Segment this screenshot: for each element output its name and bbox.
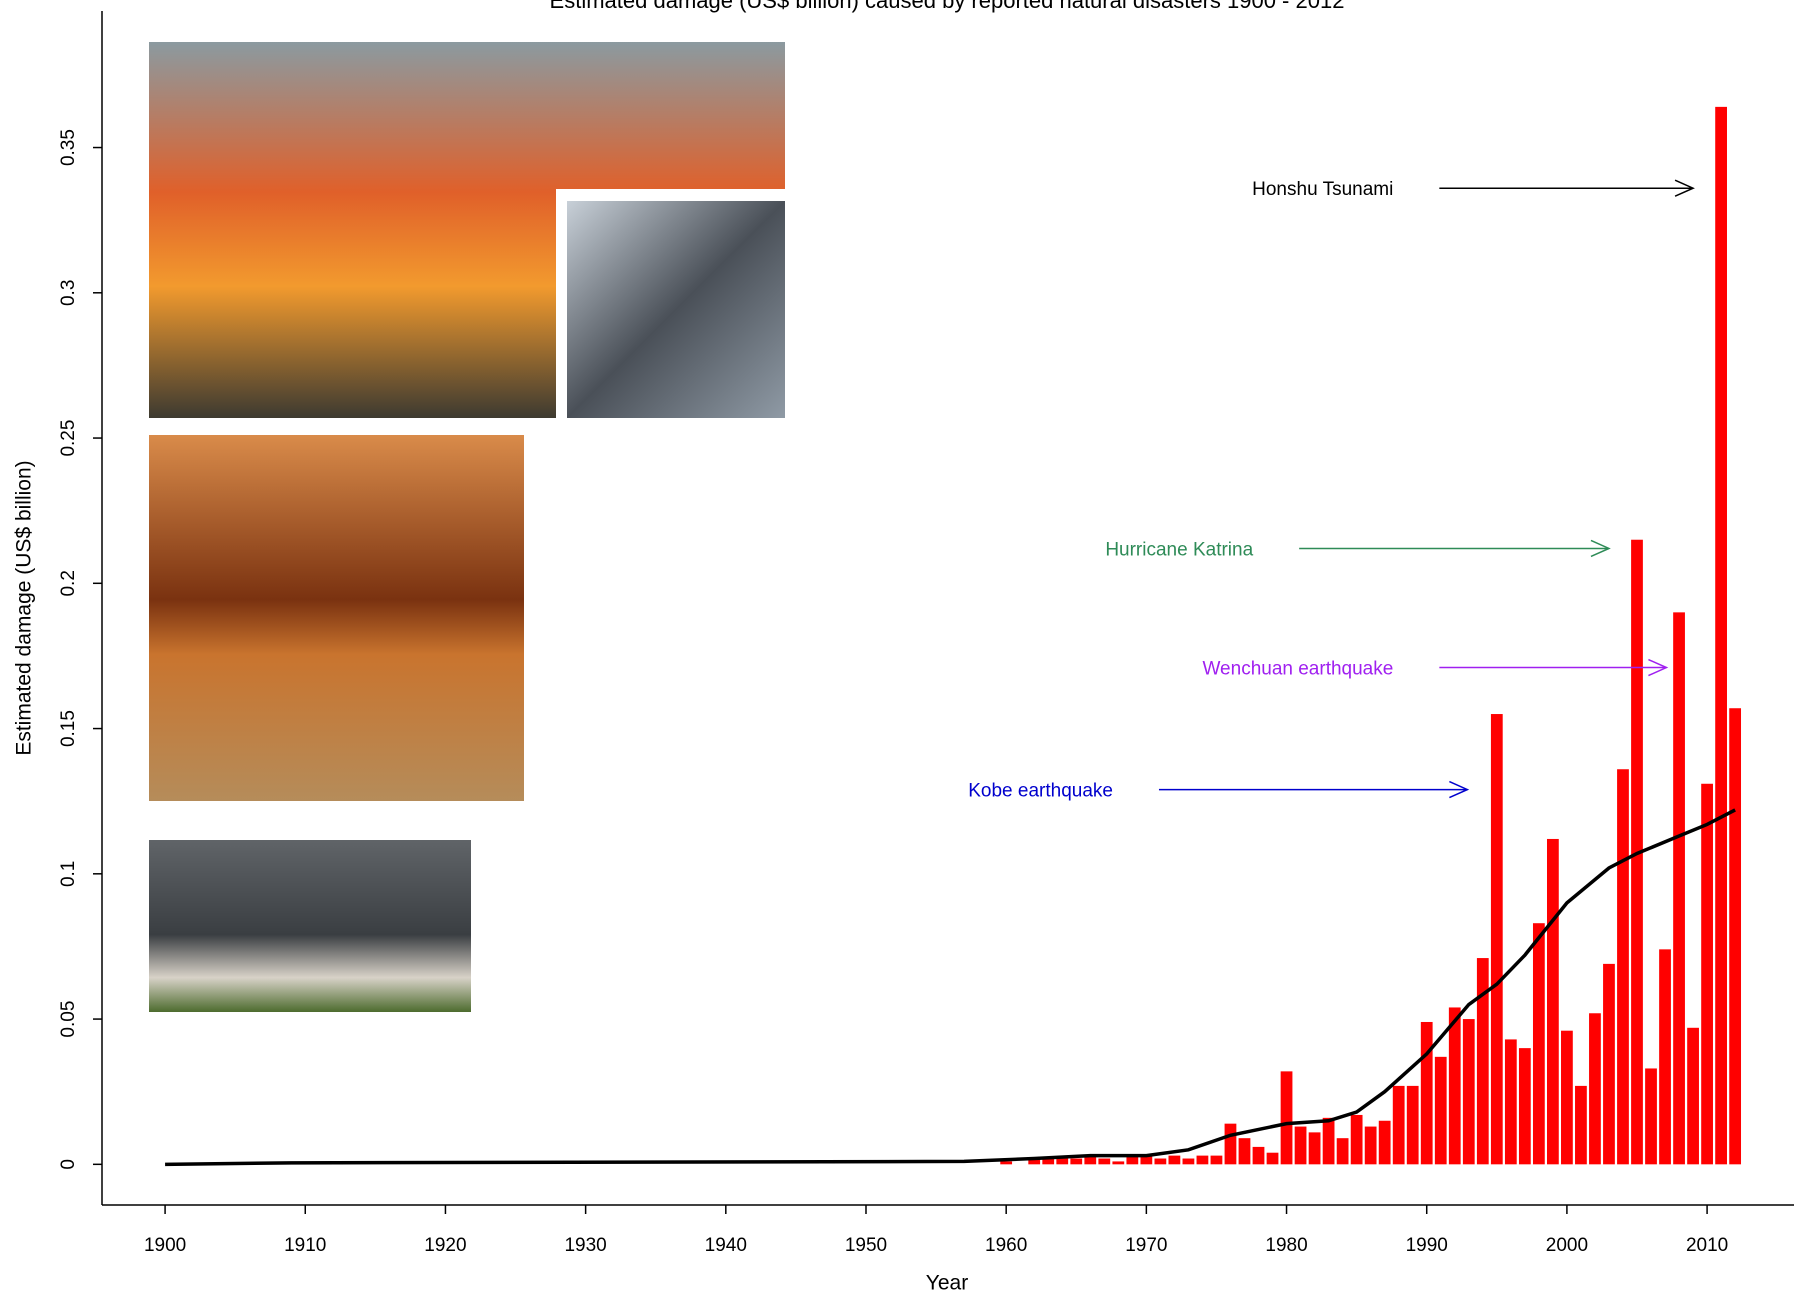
bar [1323,1118,1335,1164]
x-tick-label: 2010 [1686,1235,1728,1256]
x-tick-label: 2000 [1546,1235,1588,1256]
x-tick-label: 1910 [284,1235,326,1256]
x-tick-label: 1920 [424,1235,466,1256]
bar [1435,1057,1447,1164]
bar [1477,958,1489,1164]
x-tick-label: 1960 [985,1235,1027,1256]
bar [1056,1159,1068,1165]
bar [1491,714,1503,1164]
bar [1365,1127,1377,1165]
bar [1547,839,1559,1164]
bar [1169,1156,1181,1165]
x-tick-label: 1980 [1265,1235,1307,1256]
bar [1379,1121,1391,1165]
bar [1617,769,1629,1164]
x-tick-label: 1990 [1406,1235,1448,1256]
x-axis-label: Year [926,1272,968,1294]
bar [1070,1159,1082,1165]
annotation-label: Wenchuan earthquake [1202,659,1393,680]
x-tick-label: 1930 [564,1235,606,1256]
bar [1701,784,1713,1165]
bar [1519,1048,1531,1164]
y-tick-label: 0.1 [58,861,79,887]
bar [1267,1153,1279,1165]
bar [1295,1127,1307,1165]
annotation-label: Hurricane Katrina [1105,539,1253,560]
bar [1225,1124,1237,1165]
x-tick-label: 1970 [1125,1235,1167,1256]
chart-title: Estimated damage (US$ billion) caused by… [550,0,1345,13]
bar [1463,1019,1475,1164]
bar [1687,1028,1699,1165]
bar [1729,708,1741,1164]
bar [1281,1071,1293,1164]
bar [1589,1013,1601,1164]
bar [1505,1039,1517,1164]
bar [1715,107,1727,1164]
well-photo [567,201,785,418]
bar [1645,1068,1657,1164]
bar [1253,1147,1265,1164]
bar [1449,1007,1461,1164]
y-tick-label: 0.35 [58,129,79,166]
bar [1112,1161,1124,1164]
y-tick-label: 0.15 [58,710,79,747]
bar [1393,1086,1405,1164]
annotation-label: Kobe earthquake [968,781,1113,802]
bar [1183,1159,1195,1165]
bar [1098,1159,1110,1165]
bar [1309,1132,1321,1164]
bar [1673,612,1685,1164]
y-tick-label: 0 [58,1159,79,1170]
y-tick-label: 0.3 [58,280,79,306]
bar [1603,964,1615,1164]
bar [1561,1031,1573,1165]
bar [1211,1156,1223,1165]
bar [1575,1086,1587,1164]
y-tick-label: 0.05 [58,1001,79,1038]
tornado-photo [149,840,471,1012]
bar [1421,1022,1433,1164]
bar [1407,1086,1419,1164]
bar [1337,1138,1349,1164]
y-tick-label: 0.25 [58,420,79,457]
x-tick-label: 1940 [705,1235,747,1256]
bar [1197,1156,1209,1165]
bar [1533,923,1545,1164]
x-tick-label: 1950 [845,1235,887,1256]
chart: Estimated damage (US$ billion) caused by… [0,0,1794,1294]
drought-photo [149,435,524,801]
bar [1000,1161,1012,1164]
bar [1659,949,1671,1164]
bar [1154,1159,1166,1165]
annotation-label: Honshu Tsunami [1252,179,1393,200]
bar [1239,1138,1251,1164]
x-tick-label: 1900 [144,1235,186,1256]
y-axis-label: Estimated damage (US$ billion) [13,460,36,755]
bar [1351,1115,1363,1164]
y-tick-label: 0.2 [58,570,79,596]
